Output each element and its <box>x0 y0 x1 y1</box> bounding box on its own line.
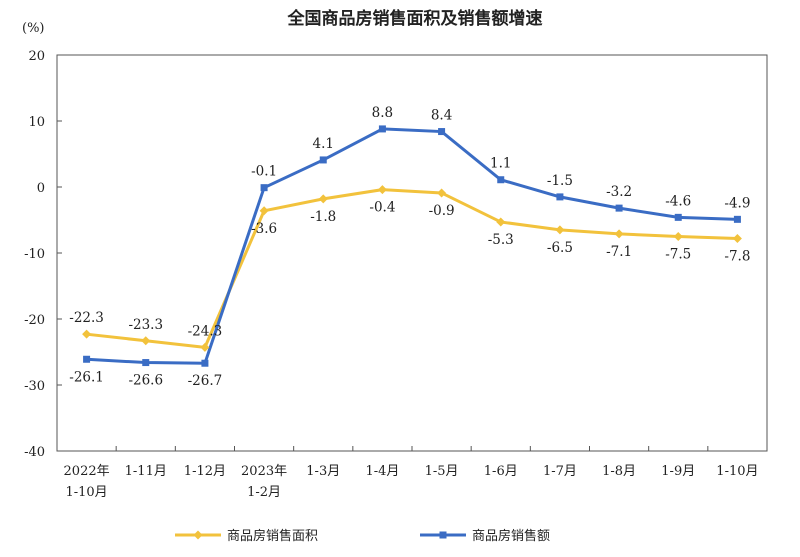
data-point <box>260 184 268 192</box>
x-tick-label: 1-7月 <box>543 464 577 479</box>
data-point <box>141 336 151 346</box>
data-point <box>556 193 564 201</box>
data-point <box>614 229 624 239</box>
data-point <box>555 225 565 235</box>
data-label: 8.4 <box>431 108 452 124</box>
chart-title: 全国商品房销售面积及销售额增速 <box>287 8 543 29</box>
data-label: -23.3 <box>128 317 163 333</box>
data-point <box>83 355 91 363</box>
plot-frame <box>56 54 768 452</box>
data-label: -4.9 <box>724 195 750 211</box>
data-label: -1.5 <box>547 173 573 189</box>
data-point <box>318 194 328 204</box>
legend-marker <box>193 530 203 540</box>
data-point <box>319 156 327 164</box>
data-label: -0.1 <box>251 164 277 180</box>
data-point <box>259 206 269 216</box>
data-point <box>437 188 447 198</box>
data-point <box>438 128 446 136</box>
data-point <box>377 185 387 195</box>
data-point <box>378 125 386 133</box>
y-tick-label: -10 <box>24 247 45 262</box>
data-point <box>497 176 505 184</box>
data-label: -3.2 <box>606 184 632 200</box>
y-tick-label: 0 <box>37 181 45 196</box>
series-line-1 <box>86 127 738 365</box>
x-tick-label: 1-10月 <box>65 485 107 500</box>
legend-label: 商品房销售额 <box>472 528 550 544</box>
x-tick-label: 1-12月 <box>184 464 226 479</box>
data-label: -22.3 <box>69 310 104 326</box>
data-label: -24.3 <box>188 323 223 339</box>
y-tick-label: -40 <box>24 445 45 460</box>
data-point <box>496 217 506 227</box>
x-tick-label: 1-2月 <box>247 485 281 500</box>
data-point <box>673 232 683 241</box>
x-tick-label: 1-5月 <box>425 464 459 479</box>
y-tick-label: -30 <box>24 379 45 394</box>
data-label: 1.1 <box>490 156 511 172</box>
x-tick-label: 1-3月 <box>306 464 340 479</box>
x-tick-label: 2023年 <box>241 464 287 479</box>
data-label: -6.5 <box>547 240 573 256</box>
data-label: 8.8 <box>372 105 393 121</box>
data-point <box>615 204 623 212</box>
data-label: -26.1 <box>69 369 104 385</box>
x-tick-label: 1-6月 <box>484 464 518 479</box>
data-label: -7.5 <box>665 247 691 263</box>
x-tick-label: 1-11月 <box>125 464 167 479</box>
data-label: -7.8 <box>724 248 750 264</box>
data-label: -4.6 <box>665 193 691 209</box>
data-label: -7.1 <box>606 244 632 260</box>
data-label: -3.6 <box>251 221 277 237</box>
y-axis-unit: (%) <box>22 21 45 36</box>
legend-label: 商品房销售面积 <box>227 528 318 544</box>
data-point <box>142 359 150 367</box>
y-tick-label: 10 <box>28 115 45 130</box>
legend-item-1: 商品房销售额 <box>420 528 550 544</box>
data-point <box>200 342 210 352</box>
data-point <box>201 359 209 367</box>
data-label: 4.1 <box>313 136 334 152</box>
data-point <box>674 213 682 221</box>
data-point <box>733 215 741 223</box>
data-label: -26.6 <box>128 373 163 389</box>
y-tick-label: -20 <box>24 313 45 328</box>
series-line-0 <box>86 188 738 349</box>
data-label: -5.3 <box>488 232 514 248</box>
data-label: -26.7 <box>188 373 223 389</box>
x-tick-label: 2022年 <box>64 464 110 479</box>
x-tick-label: 1-10月 <box>716 464 758 479</box>
x-tick-label: 1-4月 <box>365 464 399 479</box>
data-label: -1.8 <box>310 209 336 225</box>
legend-marker <box>439 531 447 539</box>
data-label: -0.9 <box>429 203 455 219</box>
data-label: -0.4 <box>369 200 395 216</box>
data-point <box>732 233 742 243</box>
x-tick-label: 1-9月 <box>661 464 695 479</box>
data-point <box>82 329 92 339</box>
y-tick-label: 20 <box>28 49 45 64</box>
legend-item-0: 商品房销售面积 <box>175 528 318 544</box>
x-tick-label: 1-8月 <box>602 464 636 479</box>
